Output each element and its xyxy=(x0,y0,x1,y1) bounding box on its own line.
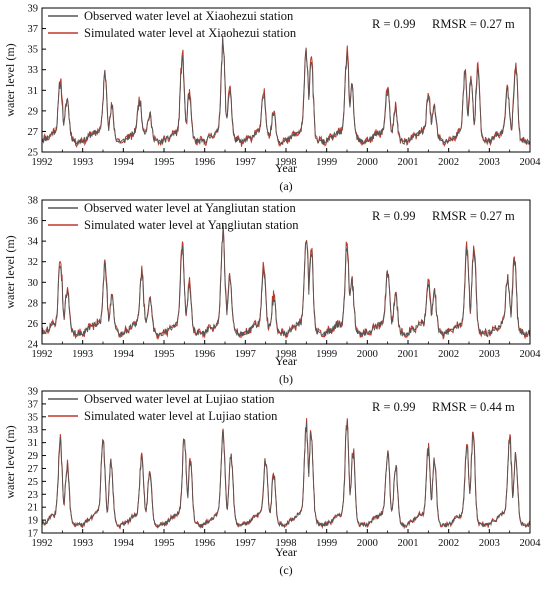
y-axis-label: water level (m) xyxy=(3,43,17,116)
x-tick-label: 1992 xyxy=(32,538,53,549)
stat-rmsr: RMSR = 0.27 m xyxy=(432,209,515,223)
x-tick-label: 1995 xyxy=(154,349,175,360)
x-axis-label: Year xyxy=(275,161,297,175)
x-tick-label: 1996 xyxy=(194,157,215,168)
x-tick-label: 2001 xyxy=(398,157,419,168)
x-tick-label: 1993 xyxy=(72,349,93,360)
y-axis-label: water level (m) xyxy=(3,425,17,498)
y-tick-label: 29 xyxy=(28,106,39,117)
legend-entry: Simulated water level at Lujiao station xyxy=(84,409,278,423)
y-tick-label: 36 xyxy=(28,216,39,227)
y-tick-label: 33 xyxy=(28,425,39,436)
y-tick-label: 23 xyxy=(28,490,39,501)
x-tick-label: 2000 xyxy=(357,349,378,360)
x-tick-label: 2003 xyxy=(479,538,500,549)
x-tick-label: 1997 xyxy=(235,157,256,168)
x-tick-label: 1992 xyxy=(32,349,53,360)
y-tick-label: 37 xyxy=(28,24,39,35)
x-tick-label: 1997 xyxy=(235,349,256,360)
x-tick-label: 2004 xyxy=(520,349,542,360)
x-tick-label: 2001 xyxy=(398,538,419,549)
y-tick-label: 27 xyxy=(28,464,39,475)
x-tick-label: 2003 xyxy=(479,349,500,360)
y-tick-label: 28 xyxy=(28,298,39,309)
x-tick-label: 1999 xyxy=(316,157,337,168)
y-tick-label: 25 xyxy=(28,477,39,488)
x-tick-label: 1999 xyxy=(316,349,337,360)
y-tick-label: 34 xyxy=(28,237,39,248)
x-axis-label: Year xyxy=(275,354,297,368)
x-tick-label: 1993 xyxy=(72,538,93,549)
y-tick-label: 39 xyxy=(28,387,39,398)
panel-caption: (c) xyxy=(279,563,292,577)
x-tick-label: 1996 xyxy=(194,349,215,360)
x-tick-label: 2001 xyxy=(398,349,419,360)
x-tick-label: 2004 xyxy=(520,157,542,168)
panel-caption: (b) xyxy=(279,372,293,386)
chart-panel-a: 25 27 29 31 33 35 37 39 1992 1993 1994 1995 1996 1997… xyxy=(3,4,541,194)
legend-entry: Observed water level at Yangliutan stati… xyxy=(84,201,297,215)
x-tick-label: 2003 xyxy=(479,157,500,168)
x-tick-label: 1994 xyxy=(113,349,135,360)
y-tick-label: 38 xyxy=(28,196,39,207)
x-tick-label: 1996 xyxy=(194,538,215,549)
y-tick-label: 35 xyxy=(28,45,39,56)
x-tick-label: 2002 xyxy=(438,349,459,360)
x-tick-label: 1995 xyxy=(154,538,175,549)
y-tick-label: 19 xyxy=(28,516,39,527)
y-tick-label: 24 xyxy=(28,340,39,351)
series-line-simulated xyxy=(41,418,531,530)
y-tick-label: 26 xyxy=(28,319,39,330)
y-tick-label: 31 xyxy=(28,438,39,449)
panel-caption: (a) xyxy=(279,179,292,193)
x-tick-label: 2002 xyxy=(438,157,459,168)
y-tick-label: 35 xyxy=(28,412,39,423)
x-tick-label: 1994 xyxy=(113,157,135,168)
x-tick-label: 2002 xyxy=(438,538,459,549)
y-tick-label: 25 xyxy=(28,148,39,159)
stat-rmsr: RMSR = 0.44 m xyxy=(432,400,515,414)
y-tick-label: 39 xyxy=(28,4,39,15)
x-tick-label: 1998 xyxy=(276,157,297,168)
x-tick-label: 1992 xyxy=(32,157,53,168)
chart-panel-b: 24 26 28 30 32 34 36 38 1992 1993 1994 1995 1996 1997… xyxy=(3,196,541,387)
y-tick-label: 31 xyxy=(28,86,39,97)
series-line-observed xyxy=(41,37,531,146)
x-tick-label: 1998 xyxy=(276,349,297,360)
y-tick-label: 30 xyxy=(28,278,39,289)
y-tick-label: 21 xyxy=(28,503,39,514)
stat-rmsr: RMSR = 0.27 m xyxy=(432,17,515,31)
x-tick-label: 1995 xyxy=(154,157,175,168)
x-tick-label: 1994 xyxy=(113,538,135,549)
x-tick-label: 2004 xyxy=(520,538,542,549)
series-line-observed xyxy=(41,225,531,338)
legend-entry: Observed water level at Lujiao station xyxy=(84,392,275,406)
stat-r: R = 0.99 xyxy=(372,17,416,31)
legend-entry: Simulated water level at Xiaohezui stati… xyxy=(84,26,297,40)
stat-r: R = 0.99 xyxy=(372,209,416,223)
x-tick-label: 1998 xyxy=(276,538,297,549)
y-tick-label: 27 xyxy=(28,127,39,138)
y-tick-label: 37 xyxy=(28,399,39,410)
y-axis-label: water level (m) xyxy=(3,235,17,308)
x-tick-label: 1993 xyxy=(72,157,93,168)
legend-entry: Observed water level at Xiaohezui statio… xyxy=(84,9,294,23)
y-tick-label: 17 xyxy=(28,529,39,540)
x-tick-label: 1999 xyxy=(316,538,337,549)
series-line-observed xyxy=(41,420,531,529)
x-tick-label: 2000 xyxy=(357,157,378,168)
y-tick-label: 32 xyxy=(28,257,39,268)
y-tick-label: 33 xyxy=(28,65,39,76)
stat-r: R = 0.99 xyxy=(372,400,416,414)
series-line-simulated xyxy=(41,224,531,341)
x-tick-label: 1997 xyxy=(235,538,256,549)
y-tick-label: 29 xyxy=(28,451,39,462)
x-tick-label: 2000 xyxy=(357,538,378,549)
legend-entry: Simulated water level at Yangliutan stat… xyxy=(84,218,299,232)
x-axis-label: Year xyxy=(275,545,297,559)
